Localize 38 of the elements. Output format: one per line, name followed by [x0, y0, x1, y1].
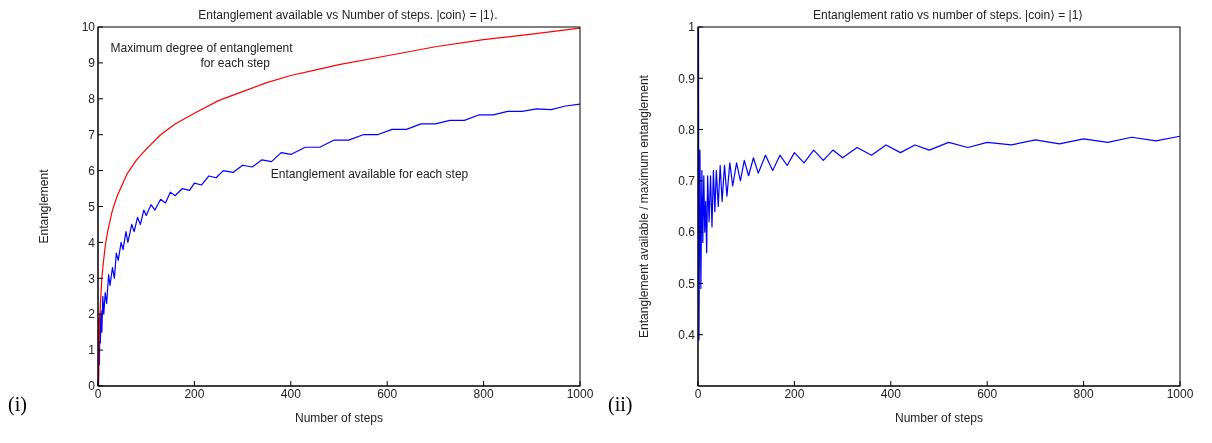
- y-tick-label: 9: [88, 56, 96, 71]
- x-tick-label: 1000: [566, 386, 594, 401]
- y-tick-label: 6: [88, 163, 96, 178]
- y-axis-title: Entanglement: [37, 168, 52, 244]
- x-axis-title: Number of steps: [894, 411, 984, 425]
- x-tick-label: 200: [784, 386, 805, 401]
- y-tick-label: 0.4: [678, 327, 696, 342]
- x-tick-label: 400: [280, 386, 302, 401]
- line-series: [98, 27, 580, 386]
- chart-title: Entanglement ratio vs number of steps. |coin⟩ = |1⟩: [811, 8, 1085, 22]
- text: (ii): [608, 393, 633, 416]
- x-tick-label: 800: [473, 386, 494, 401]
- x-tick-label: 1000: [1166, 386, 1194, 401]
- y-tick-label: 1: [88, 343, 96, 358]
- x-tick-label: 200: [184, 386, 205, 401]
- series-label: Maximum degree of entanglement for each step: [110, 41, 294, 71]
- y-tick-label: 0.5: [678, 276, 696, 291]
- y-tick-label: 8: [88, 92, 96, 107]
- y-axis-title: Entanglement available / maximum entanglement: [637, 74, 652, 338]
- x-tick-label: 600: [977, 386, 998, 401]
- x-axis-title: Number of steps: [294, 411, 384, 425]
- y-tick-label: 0.6: [678, 225, 696, 240]
- y-tick-label: 7: [88, 127, 96, 142]
- y-tick-label: 5: [88, 199, 96, 214]
- y-tick-label: 0.8: [678, 122, 696, 137]
- chart-title: Entanglement available vs Number of steps. |coin⟩ = |1⟩.: [197, 8, 499, 22]
- text: (i): [8, 393, 27, 416]
- y-tick-label: 3: [88, 271, 96, 286]
- y-tick-label: 1: [688, 20, 696, 35]
- y-tick-label: 2: [88, 307, 96, 322]
- y-tick-label: 0.9: [678, 71, 696, 86]
- x-tick-label: 400: [880, 386, 902, 401]
- y-tick-label: 0.7: [678, 174, 696, 189]
- y-tick-label: 10: [81, 20, 96, 35]
- y-tick-label: 4: [88, 235, 96, 250]
- series-label: Entanglement available for each step: [270, 167, 469, 182]
- x-tick-label: 800: [1073, 386, 1094, 401]
- x-tick-label: 600: [377, 386, 398, 401]
